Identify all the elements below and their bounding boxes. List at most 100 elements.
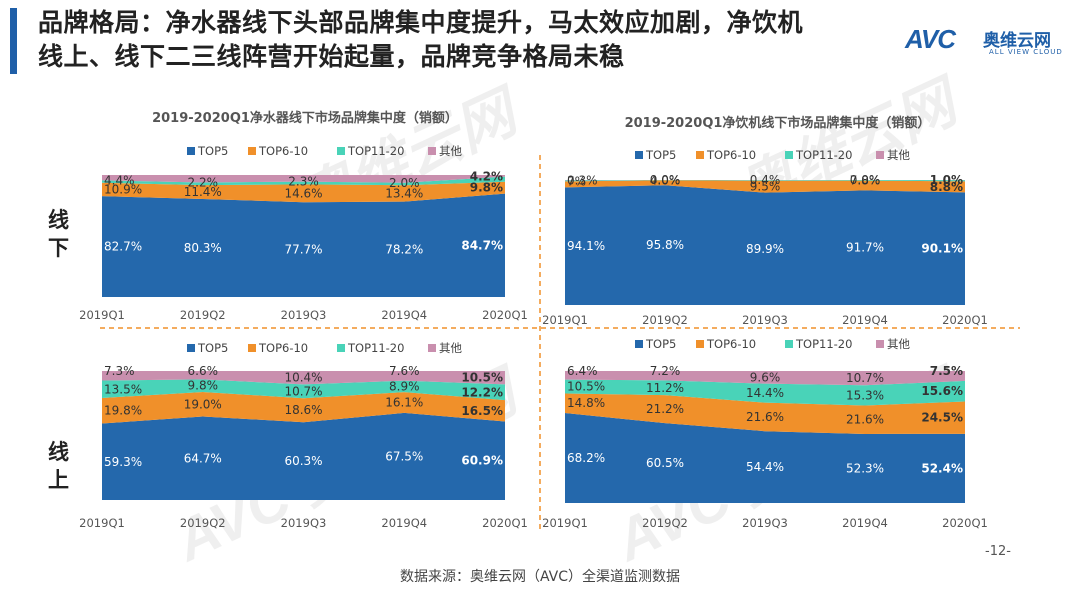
- legend-label: TOP5: [645, 337, 676, 351]
- area-top6-10-series: [565, 393, 965, 434]
- area-top6-10-series: [565, 180, 965, 193]
- legend-label: 其他: [439, 144, 462, 158]
- data-label: 7.5%: [930, 364, 963, 378]
- legend-swatch: [876, 340, 884, 348]
- legend-label: TOP5: [197, 144, 228, 158]
- data-label: 13.5%: [104, 382, 142, 396]
- legend-swatch: [876, 151, 884, 159]
- data-label: 59.3%: [104, 455, 142, 469]
- x-tick-label: 2019Q2: [642, 516, 688, 530]
- legend-label: 其他: [439, 341, 462, 355]
- legend-swatch: [428, 147, 436, 155]
- area-top11-20-series: [102, 176, 505, 186]
- data-label: 91.7%: [846, 241, 884, 255]
- logo-mark: AVC: [905, 24, 956, 54]
- x-tick-label: 2019Q3: [742, 516, 788, 530]
- data-label: 4.4%: [104, 173, 135, 187]
- legend-swatch: [248, 147, 256, 155]
- legend-swatch: [428, 344, 436, 352]
- x-tick-label: 2019Q3: [742, 313, 788, 327]
- legend-swatch: [696, 340, 704, 348]
- data-label: 60.3%: [284, 454, 322, 468]
- x-tick-label: 2019Q2: [642, 313, 688, 327]
- data-label: 16.5%: [461, 404, 503, 418]
- area---series: [102, 175, 505, 183]
- x-tick-label: 2020Q1: [942, 313, 988, 327]
- x-tick-label: 2019Q2: [180, 516, 226, 530]
- data-label: 90.1%: [921, 242, 963, 256]
- legend-label: TOP5: [197, 341, 228, 355]
- data-label: 4.0%: [650, 173, 681, 187]
- row-label-online: 线上: [48, 440, 69, 492]
- chart-water-purifier-online: TOP5 TOP6-10 TOP11-20 其他 59.3% 64.7% 60.3% 67.5…: [79, 341, 528, 530]
- legend-swatch: [337, 344, 345, 352]
- data-label: 9.8%: [188, 379, 219, 393]
- legend-swatch: [635, 151, 643, 159]
- x-tick-label: 2020Q1: [482, 308, 528, 322]
- legend-swatch: [785, 340, 793, 348]
- chart-dispenser-offline: 2019-2020Q1净饮机线下市场品牌集中度（销额） TOP5 TOP6-10 TO…: [542, 115, 988, 327]
- x-tick-label: 2019Q4: [381, 516, 427, 530]
- legend-swatch: [635, 340, 643, 348]
- data-label: 15.6%: [921, 384, 963, 398]
- data-label: 2.2%: [188, 175, 219, 189]
- data-label: 19.0%: [184, 397, 222, 411]
- legend-label: 其他: [887, 337, 910, 351]
- data-label: 10.7%: [284, 384, 322, 398]
- data-label: 67.5%: [385, 449, 423, 463]
- row-label-offline: 线下: [48, 208, 69, 260]
- legend-swatch: [785, 151, 793, 159]
- data-label: 10.4%: [284, 371, 322, 385]
- legend-label: TOP6-10: [258, 144, 308, 158]
- data-label: 94.1%: [567, 239, 605, 253]
- data-label: 95.8%: [646, 238, 684, 252]
- legend-label: TOP5: [645, 148, 676, 162]
- data-label: 6.6%: [188, 364, 219, 378]
- x-tick-label: 2019Q4: [842, 313, 888, 327]
- x-tick-label: 2019Q1: [79, 308, 125, 322]
- x-tick-label: 2019Q2: [180, 308, 226, 322]
- data-label: 2.0%: [389, 176, 420, 190]
- data-label: 7.3%: [104, 364, 135, 378]
- data-label: 8.9%: [389, 379, 420, 393]
- data-label: 19.8%: [104, 404, 142, 418]
- area-top11-20-series: [565, 379, 965, 406]
- data-label: 12.2%: [461, 385, 503, 399]
- area-top11-20-series: [565, 180, 965, 182]
- area-top5-series: [102, 412, 505, 500]
- data-label: 54.4%: [746, 460, 784, 474]
- x-tick-label: 2020Q1: [482, 516, 528, 530]
- data-label: 60.9%: [461, 454, 503, 468]
- page-number: -12-: [985, 544, 1011, 559]
- page-title: 品牌格局：净水器线下头部品牌集中度提升，马太效应加剧，净饮机 线上、线下二三线阵…: [38, 6, 898, 74]
- data-label: 52.3%: [846, 461, 884, 475]
- x-tick-label: 2020Q1: [942, 516, 988, 530]
- page-title-line-1: 品牌格局：净水器线下头部品牌集中度提升，马太效应加剧，净饮机: [38, 8, 804, 37]
- data-label: 15.3%: [846, 388, 884, 402]
- legend-swatch: [696, 151, 704, 159]
- data-label: 89.9%: [746, 242, 784, 256]
- area-top11-20-series: [102, 379, 505, 401]
- area---series: [565, 371, 965, 386]
- data-label: 64.7%: [184, 451, 222, 465]
- data-label: 4.2%: [470, 170, 503, 184]
- x-tick-label: 2019Q4: [381, 308, 427, 322]
- logo-en-text: ALL VIEW CLOUD: [989, 48, 1063, 56]
- logo-cn-text: 奥维云网: [983, 31, 1051, 51]
- legend-label: TOP11-20: [795, 337, 852, 351]
- data-label: 0.0%: [850, 173, 881, 187]
- legend-swatch: [248, 344, 256, 352]
- data-label: 82.7%: [104, 240, 142, 254]
- legend-label: TOP6-10: [706, 148, 756, 162]
- data-label: 9.5%: [750, 180, 781, 194]
- legend-label: TOP6-10: [706, 337, 756, 351]
- data-label: 10.9%: [104, 182, 142, 196]
- data-label: 0.0%: [650, 173, 681, 187]
- data-label: 2.3%: [288, 175, 319, 189]
- data-label: 60.5%: [646, 456, 684, 470]
- x-tick-label: 2019Q1: [542, 516, 588, 530]
- chart-title: 2019-2020Q1净饮机线下市场品牌集中度（销额）: [625, 115, 931, 131]
- data-label: 16.1%: [385, 396, 423, 410]
- x-tick-label: 2019Q1: [542, 313, 588, 327]
- data-label: 7.2%: [650, 364, 681, 378]
